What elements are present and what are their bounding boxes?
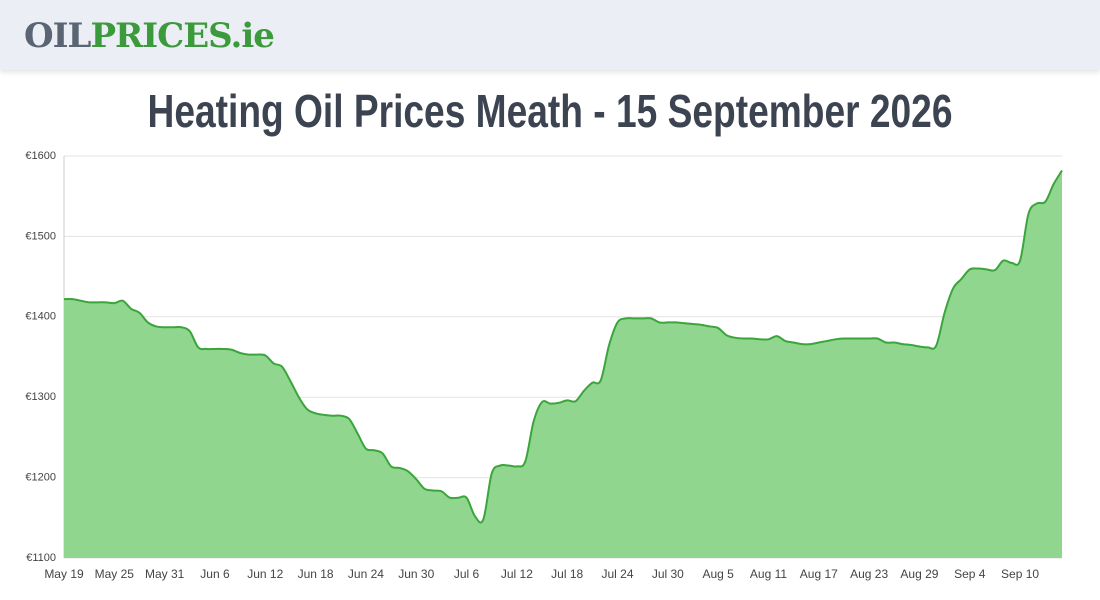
x-tick-label: Jul 12 xyxy=(501,567,533,581)
y-tick-label: €1300 xyxy=(25,391,56,403)
x-tick-label: May 19 xyxy=(44,567,84,581)
x-tick-label: Jun 18 xyxy=(298,567,334,581)
x-tick-label: Aug 29 xyxy=(900,567,938,581)
x-tick-label: Aug 11 xyxy=(750,567,787,581)
logo-part: OIL xyxy=(24,16,91,56)
x-tick-label: Jul 24 xyxy=(601,567,633,581)
y-tick-label: €1500 xyxy=(25,230,56,242)
y-tick-label: €1100 xyxy=(26,552,56,564)
x-tick-label: May 31 xyxy=(145,567,185,581)
x-tick-label: Sep 10 xyxy=(1001,567,1039,581)
y-tick-label: €1600 xyxy=(25,150,56,162)
x-tick-label: Aug 17 xyxy=(800,567,838,581)
x-tick-label: May 25 xyxy=(95,567,135,581)
x-tick-label: Jun 6 xyxy=(200,567,230,581)
x-tick-label: Jul 18 xyxy=(551,567,583,581)
y-tick-label: €1400 xyxy=(25,311,56,323)
line xyxy=(63,169,1063,524)
x-tick-label: Jun 30 xyxy=(398,567,434,581)
x-tick-label: Jul 30 xyxy=(652,567,684,581)
x-tick-label: Jun 12 xyxy=(247,567,283,581)
y-tick-label: €1200 xyxy=(25,472,56,484)
logo-part: PRICES.ie xyxy=(90,16,274,56)
x-tick-label: Aug 5 xyxy=(702,567,734,581)
chart-title: Heating Oil Prices Meath - 15 September … xyxy=(148,85,953,137)
logo[interactable]: OILPRICES.ie xyxy=(24,16,275,56)
x-tick-label: Jun 24 xyxy=(348,567,384,581)
x-tick-label: Sep 4 xyxy=(954,567,986,581)
header: OILPRICES.ie xyxy=(0,0,1100,70)
x-tick-label: Jul 6 xyxy=(454,567,480,581)
area xyxy=(64,170,1062,559)
x-tick-label: Aug 23 xyxy=(850,567,888,581)
